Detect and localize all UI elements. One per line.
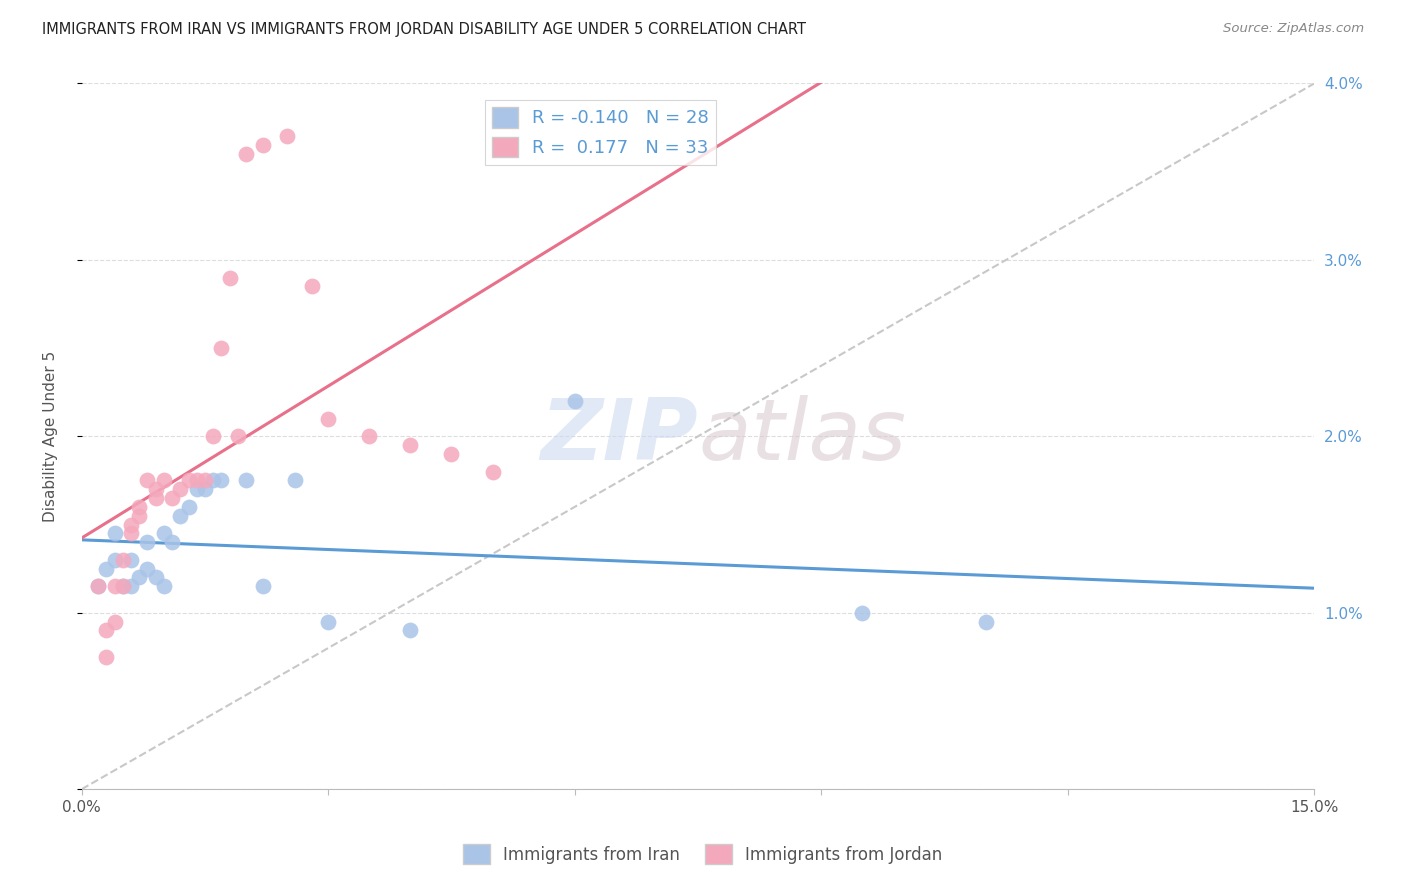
Point — [194, 474, 217, 488]
Point — [177, 474, 200, 488]
Point — [301, 279, 323, 293]
Point — [128, 500, 150, 514]
Point — [87, 579, 110, 593]
Point — [226, 429, 249, 443]
Point — [202, 429, 225, 443]
Point — [111, 553, 134, 567]
Point — [145, 491, 167, 505]
Point — [96, 561, 118, 575]
Point — [153, 474, 176, 488]
Point — [120, 517, 142, 532]
Point — [136, 561, 159, 575]
Point — [209, 474, 232, 488]
Point — [316, 615, 339, 629]
Point — [440, 447, 463, 461]
Point — [104, 615, 127, 629]
Point — [153, 579, 176, 593]
Point — [186, 474, 208, 488]
Point — [169, 482, 191, 496]
Point — [120, 553, 142, 567]
Point — [136, 535, 159, 549]
Point — [128, 508, 150, 523]
Point — [104, 553, 127, 567]
Text: ZIP: ZIP — [540, 395, 697, 478]
Point — [399, 438, 422, 452]
Point — [235, 147, 257, 161]
Point — [284, 474, 307, 488]
Point — [252, 138, 274, 153]
Point — [104, 526, 127, 541]
Point — [145, 482, 167, 496]
Point — [160, 491, 183, 505]
Point — [202, 474, 225, 488]
Point — [209, 341, 232, 355]
Point — [104, 579, 127, 593]
Y-axis label: Disability Age Under 5: Disability Age Under 5 — [44, 351, 58, 522]
Point — [120, 526, 142, 541]
Point — [851, 606, 873, 620]
Point — [235, 474, 257, 488]
Legend: Immigrants from Iran, Immigrants from Jordan: Immigrants from Iran, Immigrants from Jo… — [457, 838, 949, 871]
Point — [160, 535, 183, 549]
Point — [111, 579, 134, 593]
Point — [481, 465, 503, 479]
Point — [153, 526, 176, 541]
Point — [186, 482, 208, 496]
Point — [111, 579, 134, 593]
Text: atlas: atlas — [697, 395, 905, 478]
Point — [169, 508, 191, 523]
Point — [359, 429, 381, 443]
Point — [87, 579, 110, 593]
Point — [564, 394, 586, 409]
Point — [120, 579, 142, 593]
Point — [194, 482, 217, 496]
Point — [399, 624, 422, 638]
Point — [218, 270, 240, 285]
Point — [177, 500, 200, 514]
Point — [974, 615, 997, 629]
Legend: R = -0.140   N = 28, R =  0.177   N = 33: R = -0.140 N = 28, R = 0.177 N = 33 — [485, 100, 716, 165]
Point — [136, 474, 159, 488]
Point — [276, 129, 298, 144]
Text: IMMIGRANTS FROM IRAN VS IMMIGRANTS FROM JORDAN DISABILITY AGE UNDER 5 CORRELATIO: IMMIGRANTS FROM IRAN VS IMMIGRANTS FROM … — [42, 22, 806, 37]
Point — [96, 649, 118, 664]
Point — [145, 570, 167, 584]
Text: Source: ZipAtlas.com: Source: ZipAtlas.com — [1223, 22, 1364, 36]
Point — [128, 570, 150, 584]
Point — [96, 624, 118, 638]
Point — [316, 411, 339, 425]
Point — [252, 579, 274, 593]
